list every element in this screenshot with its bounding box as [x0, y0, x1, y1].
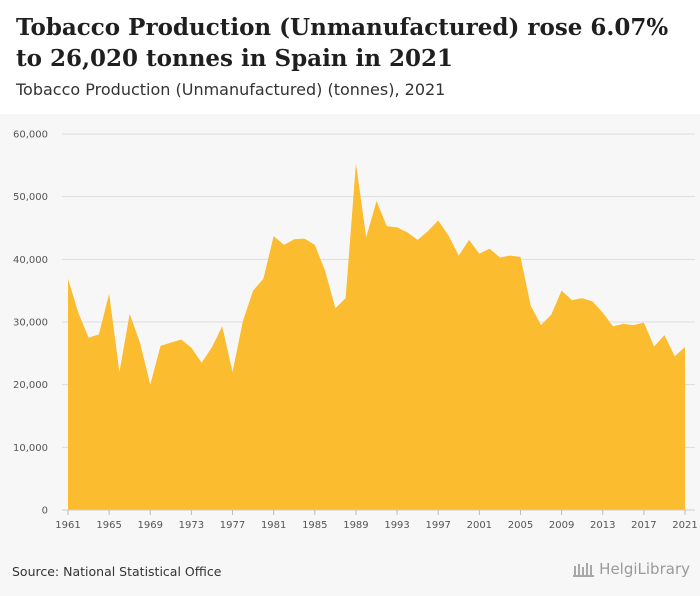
x-tick-label: 1965 — [96, 520, 121, 531]
area-chart: 0 10,000 20,000 30,000 40,000 50,000 60,000 19… — [13, 130, 698, 532]
chart-subtitle: Tobacco Production (Unmanufactured) (ton… — [16, 80, 446, 99]
x-tick-label: 1981 — [261, 520, 286, 531]
x-axis: 1961 1965 1969 1973 1977 1981 1985 1989 1993 1997… — [55, 509, 698, 531]
library-icon — [573, 563, 595, 577]
x-tick-label: 1973 — [179, 520, 204, 531]
x-tick-label: 2005 — [508, 520, 533, 531]
x-tick-label: 1997 — [425, 520, 450, 531]
x-tick-label: 2013 — [590, 520, 615, 531]
x-tick-label: 2009 — [549, 520, 574, 531]
area-series — [68, 163, 685, 510]
x-tick-label: 1985 — [302, 520, 327, 531]
x-tick-label: 2001 — [467, 520, 492, 531]
x-tick-label: 1969 — [138, 520, 163, 531]
source-note: Source: National Statistical Office — [12, 564, 222, 579]
header: Tobacco Production (Unmanufactured) rose… — [0, 0, 700, 114]
x-tick-label: 1993 — [384, 520, 409, 531]
x-tick-label: 2017 — [631, 520, 656, 531]
x-tick-label: 1977 — [220, 520, 245, 531]
y-tick-label: 0 — [42, 506, 48, 517]
y-tick-label: 10,000 — [13, 443, 48, 454]
x-tick-label: 1961 — [55, 520, 80, 531]
y-tick-label: 40,000 — [13, 255, 48, 266]
x-tick-label: 2021 — [672, 520, 697, 531]
logo-text: HelgiLibrary — [599, 560, 690, 578]
y-tick-label: 30,000 — [13, 318, 48, 329]
y-tick-label: 60,000 — [13, 130, 48, 141]
area-series-fill — [68, 163, 685, 510]
y-axis: 0 10,000 20,000 30,000 40,000 50,000 60,000 — [13, 130, 48, 517]
page-title: Tobacco Production (Unmanufactured) rose… — [16, 14, 669, 72]
y-tick-label: 20,000 — [13, 380, 48, 391]
helgi-library-logo[interactable]: HelgiLibrary — [573, 560, 690, 578]
y-tick-label: 50,000 — [13, 192, 48, 203]
x-tick-label: 1989 — [343, 520, 368, 531]
